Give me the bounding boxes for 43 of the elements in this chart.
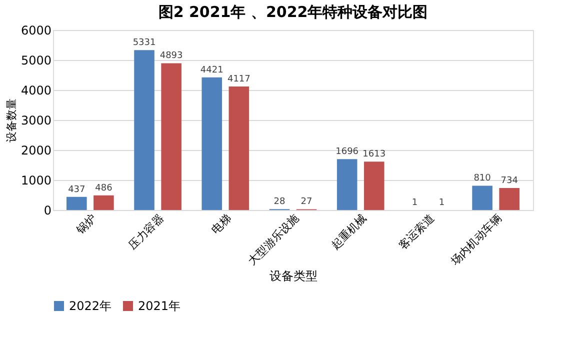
- x-tick-label: 客运索道: [396, 212, 437, 252]
- bar: [228, 86, 250, 210]
- bar: [364, 162, 384, 210]
- bar: [499, 188, 520, 210]
- bar: [94, 195, 114, 210]
- data-label: 28: [274, 197, 286, 208]
- data-label: 5331: [132, 38, 156, 48]
- data-label: 734: [500, 176, 518, 186]
- bar: [66, 196, 87, 210]
- x-axis-title: 设备类型: [270, 268, 318, 283]
- y-tick-label: 5000: [20, 54, 52, 68]
- x-tick-label: 起重机械: [328, 212, 370, 252]
- x-tick-label: 大型游乐设施: [246, 212, 302, 268]
- data-label: 4421: [200, 65, 224, 76]
- bar: [472, 186, 492, 210]
- y-tick-label: 1000: [20, 174, 52, 188]
- data-label: 810: [474, 174, 492, 184]
- data-label: 1696: [336, 147, 359, 158]
- y-tick-label: 3000: [20, 114, 52, 128]
- y-tick-label: 6000: [20, 24, 52, 38]
- x-tick-label: 场内机动车辆: [448, 212, 504, 268]
- x-tick-label: 压力容器: [126, 212, 166, 252]
- chart-title: 图2 2021年 、2022年特种设备对比图: [158, 3, 428, 21]
- y-axis-title: 设备数量: [4, 98, 18, 142]
- legend-label: 2021年: [138, 299, 181, 313]
- x-tick-label: 电梯: [209, 212, 234, 237]
- y-tick-label: 0: [44, 204, 52, 218]
- x-tick-label: 锅炉: [73, 212, 99, 238]
- bar: [134, 50, 154, 210]
- data-label: 1: [412, 198, 418, 208]
- bar: [161, 63, 182, 210]
- data-label: 1613: [362, 150, 386, 160]
- data-label: 4893: [160, 51, 183, 62]
- data-label: 4117: [227, 74, 250, 84]
- data-label: 27: [300, 197, 312, 208]
- legend-label: 2022年: [69, 299, 112, 313]
- bar: [336, 159, 358, 210]
- data-label: 1: [438, 198, 445, 208]
- bar: [202, 77, 222, 210]
- data-label: 437: [68, 184, 86, 195]
- data-label: 486: [95, 183, 113, 194]
- y-tick-label: 2000: [20, 144, 52, 158]
- y-tick-label: 4000: [20, 84, 52, 98]
